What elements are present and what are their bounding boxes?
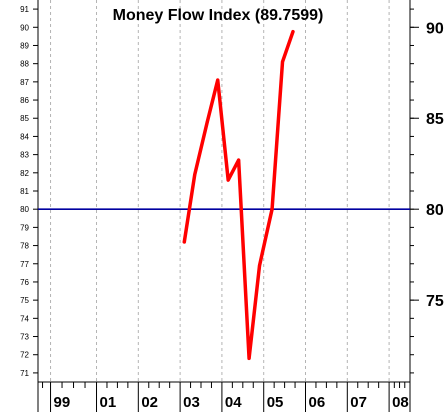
- series-layer: [182, 29, 295, 361]
- data-point: [205, 120, 209, 124]
- left-tick-label: 83: [20, 151, 29, 160]
- right-tick-label: 85: [426, 111, 444, 128]
- data-point: [270, 207, 274, 211]
- left-tick-label: 79: [20, 223, 29, 232]
- right-tick-label: 75: [426, 293, 444, 310]
- data-point: [216, 78, 220, 82]
- data-point: [237, 158, 241, 162]
- left-y-axis-ticks: 71 72 73 74 75 76 77 78 79 80 81 82 83 84 85 86 87 88 89 90…: [20, 5, 38, 378]
- left-tick-label: 75: [20, 296, 29, 305]
- left-tick-label: 73: [20, 333, 29, 342]
- left-tick-label: 72: [20, 351, 29, 360]
- x-tick-label: 06: [309, 394, 326, 411]
- x-axis-ticks: 99 01 02 03 04 05 06 07 08: [42, 382, 409, 412]
- data-point: [281, 60, 285, 64]
- left-tick-label: 71: [20, 369, 29, 378]
- data-point: [258, 264, 262, 268]
- x-tick-label: 02: [141, 394, 158, 411]
- x-tick-label: 04: [225, 394, 242, 411]
- left-tick-label: 82: [20, 169, 29, 178]
- left-tick-label: 74: [20, 314, 29, 323]
- left-tick-label: 90: [20, 23, 29, 32]
- series-line: [182, 29, 295, 361]
- x-tick-label: 01: [100, 394, 117, 411]
- left-tick-label: 84: [20, 132, 29, 141]
- x-tick-label: 08: [392, 394, 409, 411]
- right-tick-label: 90: [426, 20, 444, 37]
- left-tick-label: 87: [20, 78, 29, 87]
- left-tick-label: 80: [20, 205, 29, 214]
- right-tick-label: 80: [426, 202, 444, 219]
- x-tick-label: 07: [350, 394, 367, 411]
- left-tick-label: 86: [20, 96, 29, 105]
- data-point: [182, 240, 186, 244]
- left-tick-label: 91: [20, 5, 29, 14]
- left-tick-label: 85: [20, 114, 29, 123]
- x-tick-label: 05: [267, 394, 284, 411]
- x-tick-label: 99: [54, 394, 71, 411]
- data-point: [291, 30, 295, 34]
- data-point: [247, 356, 251, 360]
- right-y-axis-ticks: 75 80 85 90: [410, 8, 444, 374]
- data-point: [193, 173, 197, 177]
- left-tick-label: 77: [20, 260, 29, 269]
- left-tick-label: 78: [20, 242, 29, 251]
- left-tick-label: 88: [20, 60, 29, 69]
- left-tick-label: 89: [20, 41, 29, 50]
- chart-title: Money Flow Index (89.7599): [113, 7, 324, 24]
- x-tick-label: 03: [183, 394, 200, 411]
- left-tick-label: 81: [20, 187, 29, 196]
- left-tick-label: 76: [20, 278, 29, 287]
- data-point: [226, 178, 230, 182]
- vertical-grid-lines: [50, 0, 390, 382]
